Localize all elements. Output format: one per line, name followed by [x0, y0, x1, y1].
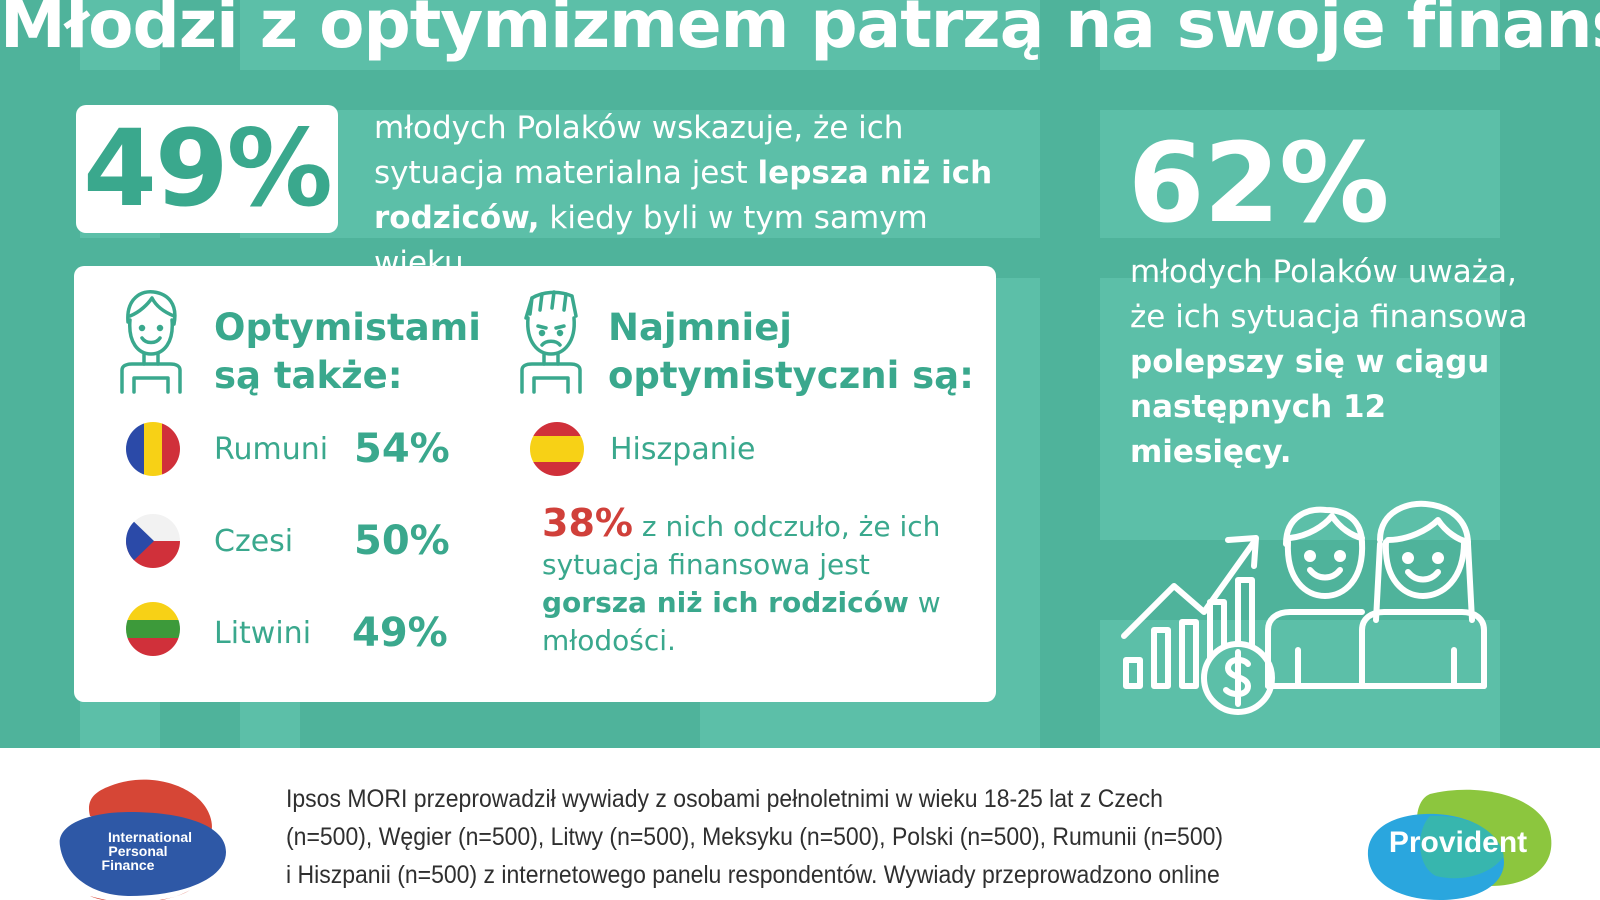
ipf-logo-line3: Finance [102, 857, 155, 873]
bg-stripe [0, 0, 80, 748]
spain-note-percent: 38% [542, 501, 633, 545]
comparison-card: Optymistami są także: Rumuni 54% Czesi 5… [74, 266, 996, 702]
czech-flag [126, 514, 180, 568]
stat-49-box: 49% [76, 105, 338, 233]
stat-62-text-before: młodych Polaków uważa, że ich sytuacja f… [1130, 254, 1528, 335]
ipf-logo-line1: International [108, 829, 192, 845]
spain-note-after: w młodości. [542, 586, 941, 657]
ipf-logo: International Personal Finance [59, 779, 226, 900]
spain-note-before: z nich odczuło, że ich sytuacja finansow… [542, 510, 941, 581]
country-czech: Czesi [214, 524, 294, 559]
stat-62-description: młodych Polaków uważa, że ich sytuacja f… [1130, 250, 1530, 475]
percent-czech: 50% [354, 518, 450, 564]
romania-flag [126, 422, 180, 476]
bg-stripe [1500, 0, 1600, 748]
percent-lithuania: 49% [352, 610, 448, 656]
percent-romania: 54% [354, 426, 450, 472]
country-lithuania: Litwini [214, 616, 312, 651]
pessimists-heading-line1: Najmniej [608, 306, 792, 349]
bg-stripe [1100, 540, 1600, 620]
stat-62-value: 62% [1128, 119, 1389, 247]
stat-49-description: młodych Polaków wskazuje, że ich sytuacj… [374, 106, 1014, 286]
country-spain: Hiszpanie [610, 432, 756, 467]
page-title: Młodzi z optymizmem patrzą na swoje fina… [0, 0, 1600, 63]
provident-logo: Provident [1367, 789, 1552, 900]
infographic-hero: Młodzi z optymizmem patrzą na swoje fina… [0, 0, 1600, 748]
spain-flag [530, 422, 584, 476]
pessimists-heading-line2: optymistyczni są: [608, 354, 974, 397]
bg-stripe [1040, 0, 1100, 748]
sad-person-icon [520, 290, 582, 394]
provident-logo-text: Provident [1389, 826, 1527, 859]
bg-stripe [300, 700, 700, 748]
country-romania: Rumuni [214, 432, 329, 467]
smiling-person-icon [120, 289, 182, 394]
stat-62-text-bold: polepszy się w ciągu następnych 12 miesi… [1130, 344, 1490, 470]
growth-chart-couple-icon [1121, 500, 1487, 715]
stat-49-text-before: młodych Polaków wskazuje, że ich sytuacj… [374, 110, 904, 191]
stat-49-text-bold: lepsza niż ich rodziców, [374, 155, 993, 236]
optimists-heading-line2: są także: [214, 354, 403, 397]
optimists-heading-line1: Optymistami [214, 306, 481, 349]
spain-note: 38% z nich odczuło, że ich sytuacja fina… [542, 504, 962, 660]
bg-stripe [0, 440, 80, 560]
stat-49-value: 49% [83, 107, 333, 230]
pessimists-heading: Najmniej optymistyczni są: [608, 304, 974, 400]
ipf-logo-line2: Personal [108, 843, 167, 859]
lithuania-flag [126, 602, 180, 656]
bg-stripe [0, 70, 1600, 110]
optimists-heading: Optymistami są także: [214, 304, 481, 400]
spain-note-bold: gorsza niż ich rodziców [542, 586, 909, 619]
survey-methodology-note: Ipsos MORI przeprowadził wywiady z osoba… [286, 785, 1224, 900]
